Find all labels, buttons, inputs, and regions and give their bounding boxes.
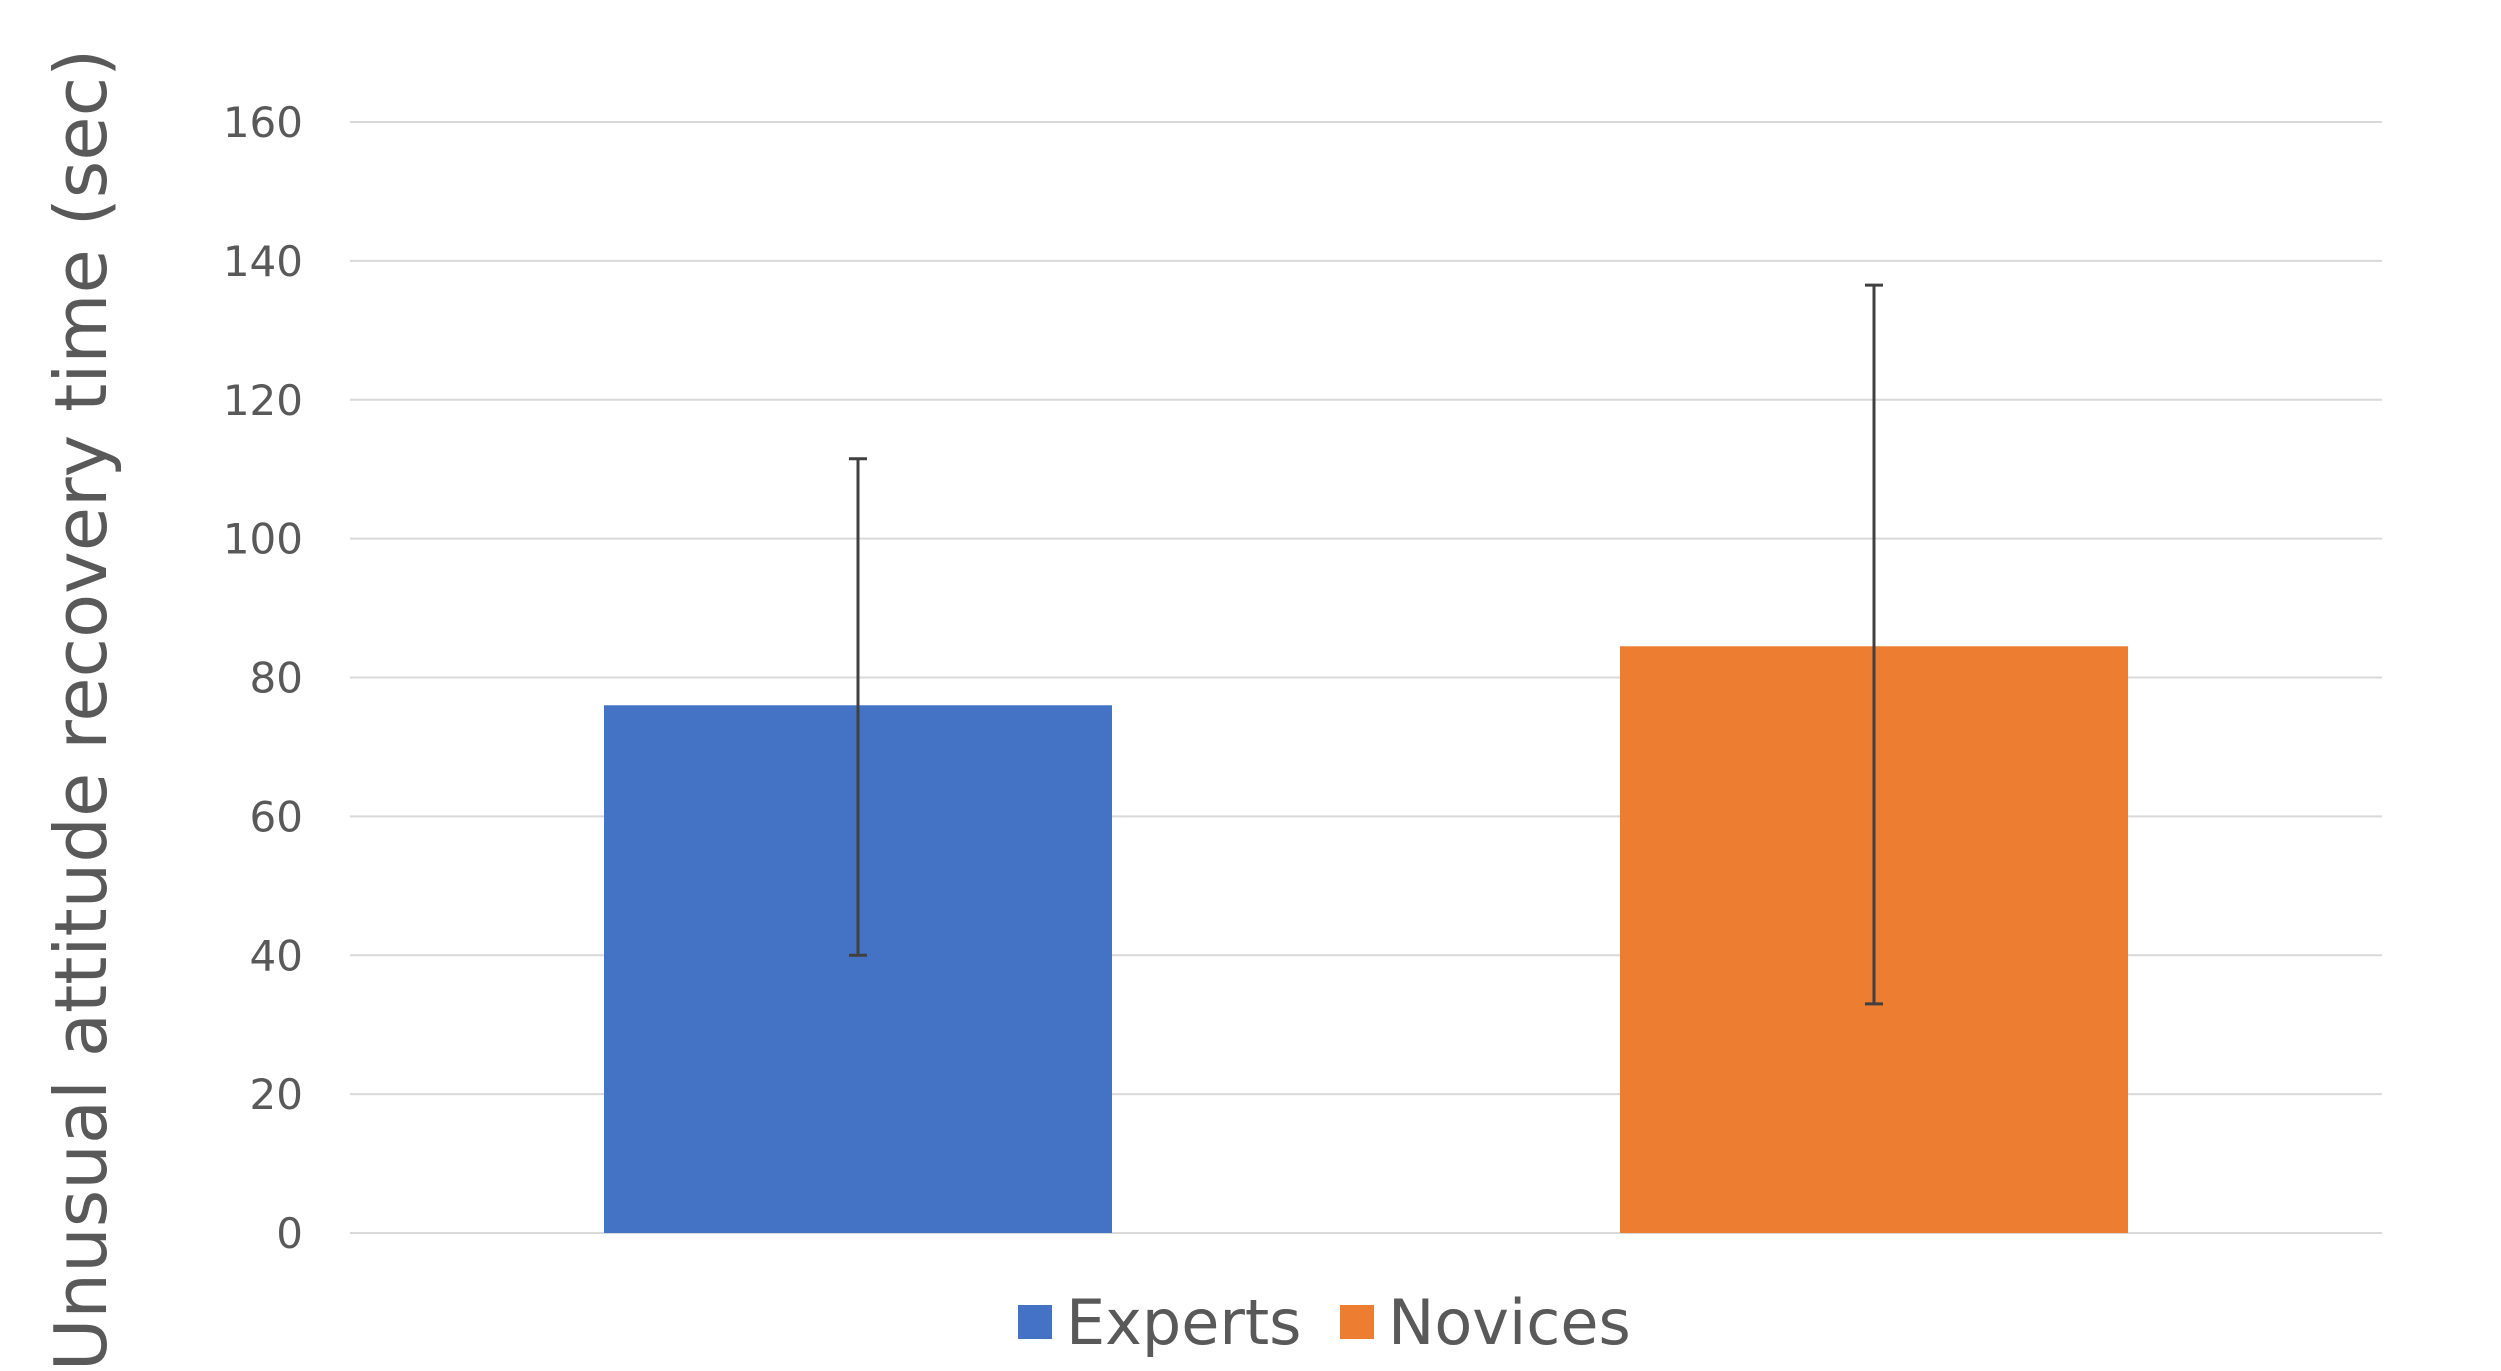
y-tick-label: 40	[250, 931, 303, 980]
bars	[604, 646, 2128, 1233]
legend-label-novices: Novices	[1388, 1286, 1631, 1359]
legend-swatch-experts	[1018, 1305, 1052, 1339]
y-tick-label: 160	[223, 98, 303, 147]
legend-swatch-novices	[1340, 1305, 1374, 1339]
y-tick-label: 20	[250, 1070, 303, 1119]
y-tick-label: 80	[250, 654, 303, 703]
legend-label-experts: Experts	[1066, 1286, 1301, 1359]
error-bars	[849, 283, 1883, 1006]
y-axis-ticks: 0 20 40 60 80 100 120 140 160	[223, 98, 303, 1258]
y-tick-label: 60	[250, 792, 303, 841]
y-axis-title: Unusual attitude recovery time (sec)	[39, 49, 123, 1371]
y-tick-label: 100	[223, 515, 303, 564]
y-tick-label: 140	[223, 237, 303, 286]
y-tick-label: 120	[223, 376, 303, 425]
legend: Experts Novices	[1018, 1286, 1631, 1359]
y-tick-label: 0	[276, 1209, 303, 1258]
